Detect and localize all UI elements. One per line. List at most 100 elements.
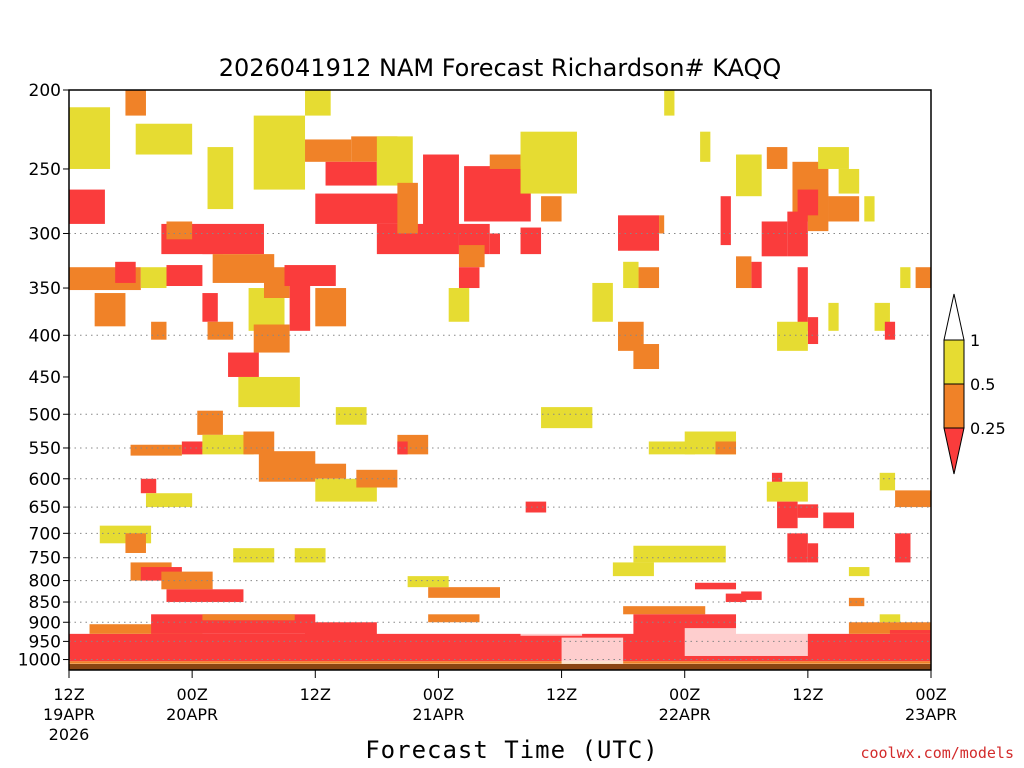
richardson-cell-red <box>181 441 203 455</box>
richardson-cell-red <box>228 352 259 377</box>
richardson-cell-yellow <box>305 90 331 116</box>
richardson-cell-yellow <box>838 168 860 194</box>
y-tick-label-800: 800 <box>29 572 61 592</box>
x-tick-label: 12Z <box>53 685 84 704</box>
x-tick-label: 00Z <box>669 685 700 704</box>
x-tick-date: 22APR <box>659 705 711 724</box>
richardson-cell-white <box>818 610 849 623</box>
colorbar-bottom-arrow <box>943 427 965 475</box>
colorbar-level-label: 1 <box>970 331 980 350</box>
richardson-cell-red <box>725 593 747 603</box>
richardson-cell-red <box>771 472 783 485</box>
richardson-cell-yellow <box>253 115 306 190</box>
richardson-cell-yellow <box>879 472 896 491</box>
x-tick-date: 20APR <box>166 705 218 724</box>
richardson-cell-yellow <box>736 154 762 197</box>
richardson-cell-red <box>315 193 408 224</box>
colorbar: 1 0.5 0.25 <box>943 293 1006 475</box>
richardson-cell-orange <box>69 661 931 664</box>
y-tick-label-550: 550 <box>29 439 61 459</box>
y-tick-label-650: 650 <box>29 498 61 518</box>
richardson-cell-yellow <box>828 302 839 331</box>
richardson-cell-yellow <box>592 282 613 322</box>
richardson-cell-orange <box>243 431 275 455</box>
richardson-cell-orange <box>94 293 126 327</box>
richardson-cell-yellow <box>69 107 111 169</box>
y-tick-label-750: 750 <box>29 549 61 569</box>
richardson-cell-red <box>115 261 136 283</box>
richardson-cell-orange <box>428 587 500 598</box>
richardson-cell-orange <box>202 614 295 621</box>
richardson-cell-orange <box>161 571 213 590</box>
y-tick-label-200: 200 <box>29 81 61 101</box>
colorbar-level-label: 0.25 <box>970 419 1006 438</box>
richardson-cell-orange <box>828 196 860 222</box>
richardson-cell-orange <box>294 463 347 479</box>
richardson-cell-red <box>464 166 531 222</box>
richardson-cell-yellow <box>777 321 808 351</box>
richardson-cell-red <box>284 265 336 287</box>
richardson-cell-red <box>69 189 105 224</box>
richardson-cell-red <box>777 501 798 529</box>
richardson-cell-yellow <box>202 434 254 455</box>
richardson-cell-yellow <box>207 147 234 210</box>
richardson-cell-orange <box>428 614 480 623</box>
x-axis-label: Forecast Time (UTC) <box>365 736 659 764</box>
x-tick-label: 12Z <box>546 685 577 704</box>
richardson-cell-orange <box>915 267 931 289</box>
richardson-cell-yellow <box>612 562 654 577</box>
richardson-cell-red <box>489 233 500 255</box>
richardson-cell-yellow <box>135 123 193 155</box>
richardson-cell-yellow <box>335 407 367 425</box>
x-tick-year: 2026 <box>49 725 90 744</box>
richardson-cell-orange <box>125 533 146 553</box>
richardson-cell-yellow <box>238 376 300 408</box>
richardson-cell-orange <box>848 622 931 634</box>
richardson-cell-red <box>202 233 223 255</box>
richardson-cell-orange <box>151 321 167 340</box>
x-tick-date: 23APR <box>905 705 957 724</box>
richardson-cell-orange <box>766 147 788 169</box>
ground-strip <box>69 664 931 670</box>
x-tick-label: 00Z <box>423 685 454 704</box>
y-tick-label-850: 850 <box>29 593 61 613</box>
richardson-cell-yellow <box>623 261 639 289</box>
richardson-cell-red <box>423 154 459 234</box>
richardson-cell-orange <box>166 221 193 240</box>
richardson-cell-orange <box>489 154 521 169</box>
y-tick-label-1000: 1000 <box>18 651 61 671</box>
richardson-cell-orange <box>895 490 931 508</box>
richardson-cell-orange <box>736 256 752 289</box>
richardson-cell-red <box>525 501 547 513</box>
richardson-cell-red <box>889 630 931 634</box>
credit-text[interactable]: coolwx.com/models <box>860 744 1014 762</box>
richardson-cell-red <box>397 441 408 455</box>
richardson-cell-white <box>684 628 808 656</box>
richardson-cell-red <box>166 265 203 287</box>
richardson-cell-red <box>520 227 542 255</box>
richardson-cell-orange <box>541 196 562 222</box>
richardson-cell-red <box>751 261 762 289</box>
richardson-cell-red <box>458 267 480 289</box>
richardson-cell-yellow <box>448 288 470 322</box>
richardson-cell-yellow <box>140 267 167 289</box>
x-tick-date: 21APR <box>412 705 464 724</box>
richardson-cell-red <box>761 221 788 257</box>
x-tick-label: 12Z <box>300 685 331 704</box>
y-axis-pressure: 200 250 300 350 400 450 500 550 600 650 700 750 8008… <box>18 81 69 671</box>
y-tick-label-700: 700 <box>29 524 61 544</box>
richardson-cell-orange <box>633 344 660 370</box>
pressure-gridlines <box>69 232 931 661</box>
colorbar-bin-yellow <box>943 339 965 385</box>
richardson-cell-red <box>289 286 311 331</box>
y-tick-label-450: 450 <box>29 368 61 388</box>
y-tick-label-250: 250 <box>29 160 61 180</box>
richardson-cell-red <box>202 293 218 322</box>
richardson-cell-red <box>166 589 244 603</box>
y-tick-label-300: 300 <box>29 224 61 244</box>
y-tick-label-950: 950 <box>29 632 61 652</box>
x-tick-label: 12Z <box>792 685 823 704</box>
richardson-cell-yellow <box>633 545 726 563</box>
richardson-cell-red <box>797 504 819 518</box>
